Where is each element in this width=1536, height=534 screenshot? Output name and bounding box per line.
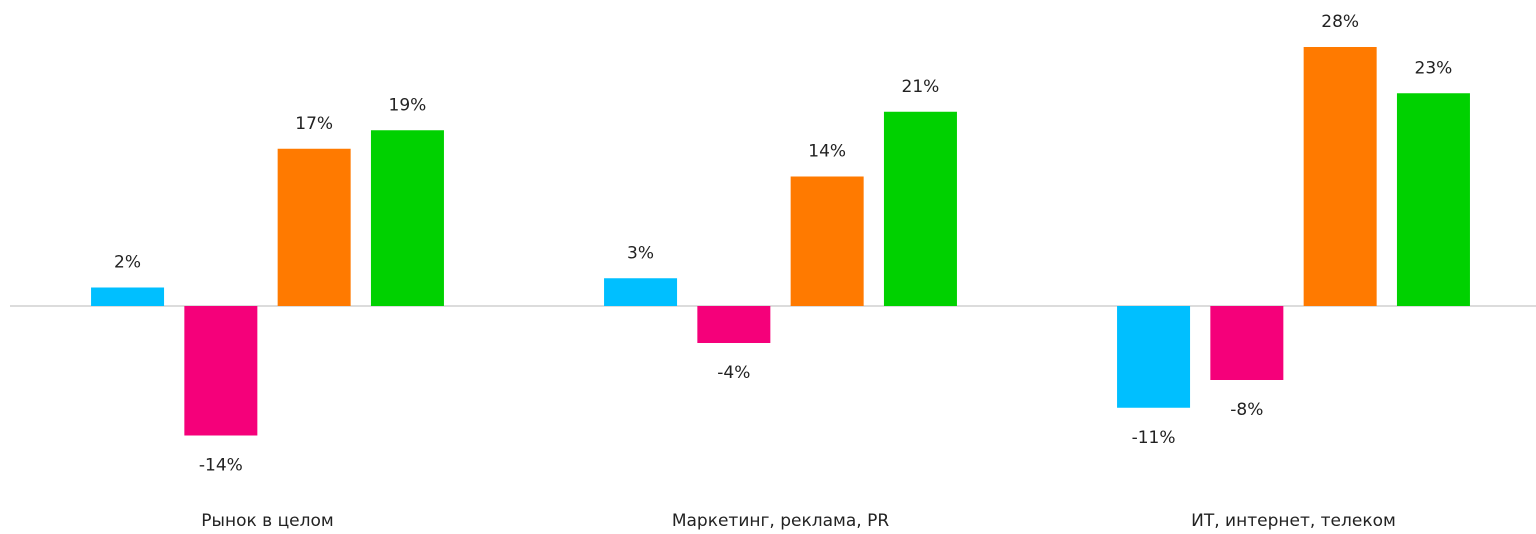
bar — [91, 287, 165, 306]
value-label: -14% — [199, 456, 243, 476]
value-label: 14% — [808, 142, 846, 162]
bar — [790, 176, 864, 306]
bar — [277, 148, 351, 306]
value-label: -8% — [1230, 400, 1263, 420]
bar — [370, 130, 444, 306]
value-label: 21% — [902, 77, 940, 97]
bar — [883, 111, 957, 306]
value-label: 3% — [627, 243, 654, 263]
value-label: -11% — [1132, 428, 1176, 448]
bar — [1396, 93, 1470, 306]
value-label: 17% — [295, 114, 333, 134]
value-label: 2% — [114, 253, 141, 273]
value-label: -4% — [717, 363, 750, 383]
bar — [1303, 47, 1377, 306]
x-tick-label: Маркетинг, реклама, PR — [672, 511, 890, 531]
bar — [1210, 306, 1284, 380]
value-label: 23% — [1415, 58, 1453, 78]
value-label: 19% — [389, 95, 427, 115]
bar — [604, 278, 678, 306]
bar — [697, 306, 771, 343]
x-tick-label: Рынок в целом — [201, 511, 333, 531]
x-tick-label: ИТ, интернет, телеком — [1191, 511, 1396, 531]
value-label: 28% — [1321, 12, 1359, 32]
bar — [184, 306, 258, 436]
bar — [1117, 306, 1191, 408]
